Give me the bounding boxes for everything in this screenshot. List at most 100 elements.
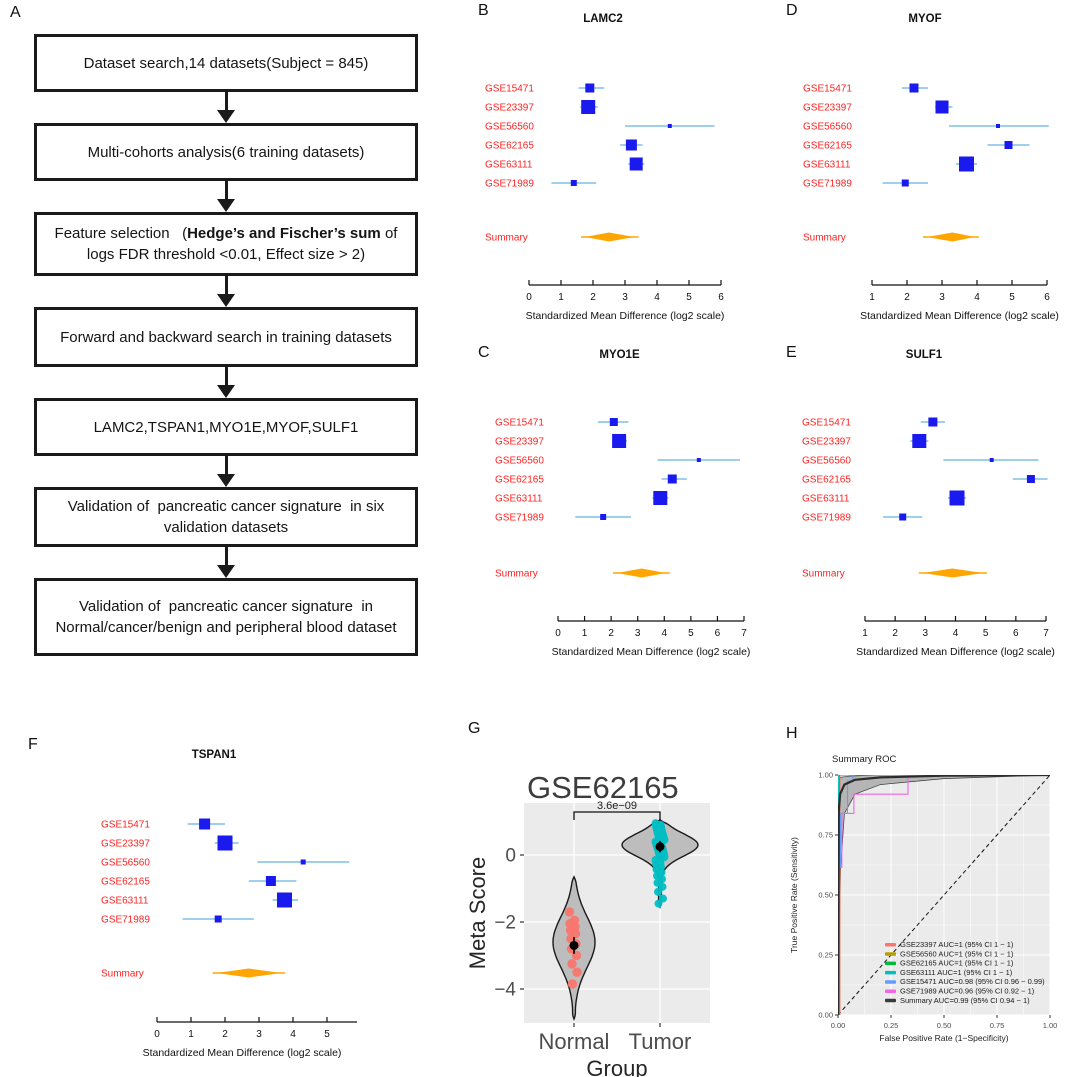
forest-plot-sulf1: SULF1 GSE15471 GSE23397 GSE56560 GSE62165 GSE…: [802, 349, 1055, 658]
forest-plot-myo1e: MYO1E GSE15471 GSE23397 GSE56560 GSE62165 GSE…: [495, 349, 751, 658]
forest-axis-tick-label: 1: [862, 628, 868, 639]
mean-point: [655, 842, 665, 852]
violin-panel-gse62165: G GSE62165 3.6e−09 0 −2 −4 Normal Tumor Group Me…: [455, 715, 775, 1077]
forest-axis-tick-label: 6: [1044, 292, 1050, 303]
forest-axis-tick-label: 5: [688, 628, 694, 639]
panel-label-h: H: [786, 725, 798, 742]
down-arrow-icon: [217, 367, 235, 398]
forest-row-label: GSE71989: [101, 915, 150, 926]
forest-row-label: GSE71989: [802, 513, 851, 524]
y-axis-tick-label: 0.00: [818, 1011, 833, 1020]
forest-estimate-box: [217, 835, 233, 851]
jitter-point: [567, 959, 577, 969]
forest-axis-tick-label: 7: [1043, 628, 1049, 639]
forest-summary-label: Summary: [495, 569, 538, 580]
forest-panel-lamc2: B LAMC2 GSE15471 GSE23397 GSE56560 GSE62165 G…: [458, 0, 765, 330]
roc-title: Summary ROC: [832, 754, 897, 765]
panel-label-g: G: [468, 720, 481, 737]
forest-row-label: GSE63111: [803, 160, 851, 171]
forest-estimate-box: [959, 156, 974, 172]
forest-axis-title: Standardized Mean Difference (log2 scale…: [143, 1047, 342, 1059]
forest-axis-title: Standardized Mean Difference (log2 scale…: [856, 646, 1055, 658]
forest-panel-tspan1: F TSPAN1 GSE15471 GSE23397 GSE56560 GSE62165…: [20, 730, 450, 1077]
forest-estimate-box: [265, 876, 276, 886]
flow-box-text: Forward and backward search in training …: [60, 328, 392, 346]
forest-panel-myof: D MYOF GSE15471 GSE23397 GSE56560 GSE62165 GS…: [770, 0, 1065, 330]
forest-estimate-box: [996, 124, 1000, 128]
down-arrow-icon: [217, 276, 235, 307]
flow-box-text: Validation of pancreatic cancer signatur…: [55, 598, 397, 636]
forest-summary-diamond: [585, 232, 635, 242]
forest-estimate-box: [909, 83, 919, 93]
forest-estimate-box: [912, 434, 927, 448]
roc-curve-summary: [838, 775, 1050, 1015]
legend-entry: GSE71989 AUC=0.96 (95% CI 0.92 − 1): [900, 987, 1035, 996]
forest-axis-tick-label: 3: [622, 292, 628, 303]
flow-box-dataset-search: Dataset search,14 datasets(Subject = 845…: [34, 34, 418, 92]
x-axis-tick-label: 0.25: [884, 1021, 899, 1030]
group-label-tumor: Tumor: [629, 1029, 692, 1054]
flow-box-genes: LAMC2,TSPAN1,MYO1E,MYOF,SULF1: [34, 398, 418, 456]
x-axis-title: Group: [586, 1056, 647, 1077]
panel-label-b: B: [478, 2, 489, 19]
y-axis-tick-label: −2: [494, 913, 516, 934]
forest-row-label: GSE62165: [495, 475, 544, 486]
forest-row-label: GSE63111: [495, 494, 543, 505]
forest-row-label: GSE15471: [495, 418, 544, 429]
forest-axis-title: Standardized Mean Difference (log2 scale…: [552, 646, 751, 658]
legend-entry: GSE15471 AUC=0.98 (95% CI 0.96 − 0.99): [900, 977, 1045, 986]
panel-label-d: D: [786, 2, 798, 19]
jitter-point: [654, 899, 663, 908]
forest-axis-tick-label: 1: [188, 1029, 194, 1040]
flow-box-text: Feature selection (: [54, 225, 188, 242]
forest-row-label: GSE56560: [495, 456, 544, 467]
forest-row-label: GSE56560: [802, 456, 851, 467]
forest-axis-tick-label: 4: [662, 628, 668, 639]
panel-label-f: F: [28, 736, 38, 753]
forest-summary-diamond: [616, 568, 666, 578]
forest-estimate-box: [935, 100, 949, 114]
y-axis-tick-label: 0.25: [818, 951, 833, 960]
flow-box-text: Dataset search,14 datasets(Subject = 845…: [83, 54, 369, 72]
forest-axis-tick-label: 2: [904, 292, 910, 303]
flowchart: Dataset search,14 datasets(Subject = 845…: [34, 34, 418, 656]
forest-axis-tick-label: 4: [953, 628, 959, 639]
legend-swatch: [885, 980, 896, 984]
forest-row-label: GSE62165: [101, 877, 150, 888]
forest-plot-lamc2: LAMC2 GSE15471 GSE23397 GSE56560 GSE62165 GSE…: [485, 13, 724, 322]
forest-axis-tick-label: 4: [290, 1029, 296, 1040]
forest-estimate-box: [667, 124, 672, 128]
down-arrow-icon: [217, 456, 235, 487]
legend-swatch: [885, 970, 896, 975]
flow-box-multicohort: Multi-cohorts analysis(6 training datase…: [34, 123, 418, 181]
forest-row-label: GSE23397: [803, 103, 852, 114]
forest-estimate-box: [989, 458, 994, 462]
jitter-point: [572, 967, 582, 977]
p-value-annotation: 3.6e−09: [597, 800, 637, 812]
forest-estimate-box: [899, 513, 907, 521]
y-axis-tick-label: 0.75: [818, 831, 833, 840]
forest-row-label: GSE63111: [485, 160, 533, 171]
y-axis-tick-label: −4: [494, 980, 516, 1001]
forest-estimate-box: [214, 915, 222, 923]
forest-summary-diamond: [926, 232, 975, 242]
forest-axis-tick-label: 6: [1013, 628, 1019, 639]
jitter-point: [567, 979, 578, 989]
forest-axis-tick-label: 5: [324, 1029, 330, 1040]
legend-entry: Summary AUC=0.99 (95% CI 0.94 − 1): [900, 996, 1030, 1005]
flow-box-validation-blood: Validation of pancreatic cancer signatur…: [34, 578, 418, 656]
forest-estimate-box: [199, 818, 211, 830]
forest-summary-diamond: [922, 568, 983, 578]
panel-label-c: C: [478, 344, 490, 361]
forest-row-label: GSE23397: [485, 103, 534, 114]
forest-estimate-box: [300, 859, 306, 865]
legend-swatch: [885, 952, 896, 956]
significance-bracket: [573, 811, 661, 820]
forest-estimate-box: [625, 139, 637, 151]
down-arrow-icon: [217, 181, 235, 212]
flow-box-text-bold: Hedge’s and Fischer’s sum: [187, 225, 381, 242]
group-label-normal: Normal: [539, 1029, 610, 1054]
jitter-point: [564, 907, 575, 917]
forest-row-label: GSE23397: [495, 437, 544, 448]
